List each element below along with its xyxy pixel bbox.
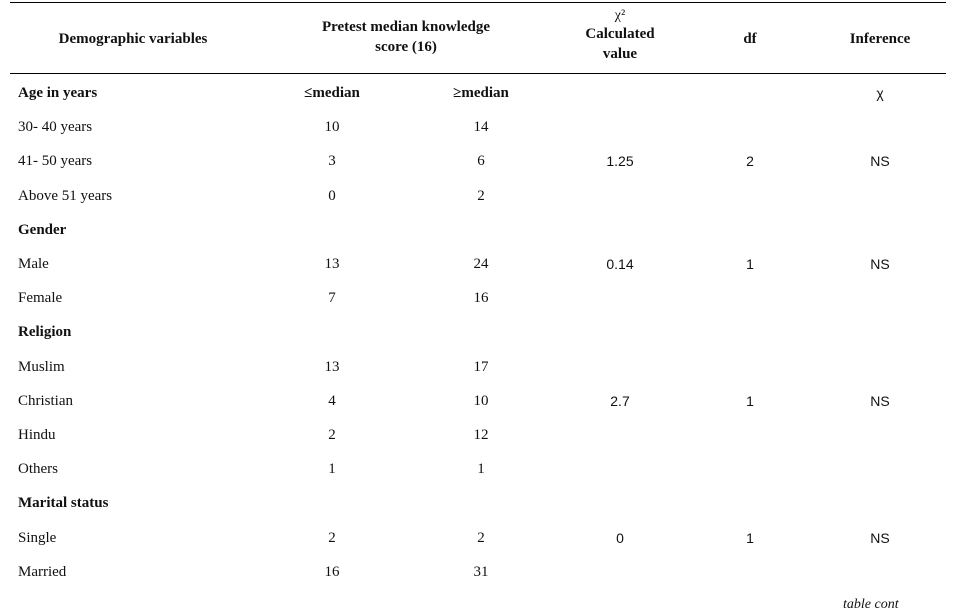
cell-above-median: 31: [473, 564, 489, 580]
header-inference: Inference: [849, 31, 911, 47]
cell-above-median: 10: [473, 393, 489, 409]
header-chi-line1: Calculated: [585, 26, 655, 42]
group-label: Religion: [18, 324, 72, 340]
header-pretest-score: Pretest median knowledge score (16): [290, 17, 522, 57]
row-label: 41- 50 years: [18, 153, 93, 169]
cell-chi-value: 0: [616, 530, 624, 546]
cell-above-median: 1: [477, 461, 485, 477]
row-label: Married: [18, 564, 67, 580]
row-label: Male: [18, 256, 49, 272]
header-chi-line2: value: [602, 46, 638, 62]
row-label: Christian: [18, 393, 73, 409]
cell-above-median: 24: [473, 256, 489, 272]
cell-below-median: 4: [328, 393, 336, 409]
cell-inference: χ: [876, 85, 884, 101]
row-label: Single: [18, 530, 57, 546]
cell-above-median: ≥median: [453, 85, 509, 101]
group-label: Age in years: [18, 85, 98, 101]
cell-below-median: 3: [328, 153, 336, 169]
cell-above-median: 17: [473, 359, 489, 375]
row-label: Female: [18, 290, 63, 306]
header-bottom-rule: [10, 73, 946, 74]
group-label: Marital status: [18, 495, 109, 511]
cell-inference: NS: [870, 530, 890, 546]
cell-chi-value: 0.14: [606, 256, 634, 272]
cell-df: 1: [746, 530, 754, 546]
cell-chi-value: 2.7: [610, 393, 630, 409]
header-demographic-variables: Demographic variables: [58, 31, 208, 47]
header-df: df: [743, 31, 757, 47]
cell-above-median: 14: [473, 119, 489, 135]
group-label: Gender: [18, 222, 67, 238]
cell-below-median: 7: [328, 290, 336, 306]
cell-df: 2: [746, 153, 754, 169]
cell-above-median: 6: [477, 153, 485, 169]
cell-chi-value: 1.25: [606, 153, 634, 169]
cell-above-median: 2: [477, 188, 485, 204]
cell-inference: NS: [870, 393, 890, 409]
cell-below-median: 2: [328, 530, 336, 546]
row-label: Muslim: [18, 359, 65, 375]
row-label: 30- 40 years: [18, 119, 93, 135]
cell-above-median: 16: [473, 290, 489, 306]
header-pretest-line2: score (16): [375, 39, 437, 55]
cell-inference: NS: [870, 153, 890, 169]
table-continued-note: table cont: [843, 597, 899, 612]
cell-df: 1: [746, 256, 754, 272]
header-chi-calculated-value: χ² Calculated value: [560, 8, 680, 64]
cell-below-median: 2: [328, 427, 336, 443]
header-top-rule: [10, 2, 946, 3]
cell-below-median: 13: [324, 256, 340, 272]
cell-inference: NS: [870, 256, 890, 272]
header-pretest-line1: Pretest median knowledge: [321, 19, 491, 35]
cell-df: 1: [746, 393, 754, 409]
cell-below-median: 10: [324, 119, 340, 135]
cell-below-median: 1: [328, 461, 336, 477]
cell-above-median: 2: [477, 530, 485, 546]
cell-below-median: 16: [324, 564, 340, 580]
cell-below-median: ≤median: [304, 85, 360, 101]
cell-above-median: 12: [473, 427, 489, 443]
header-chi-symbol: χ²: [614, 8, 626, 23]
row-label: Others: [18, 461, 58, 477]
row-label: Above 51 years: [18, 188, 113, 204]
cell-below-median: 13: [324, 359, 340, 375]
row-label: Hindu: [18, 427, 56, 443]
cell-below-median: 0: [328, 188, 336, 204]
